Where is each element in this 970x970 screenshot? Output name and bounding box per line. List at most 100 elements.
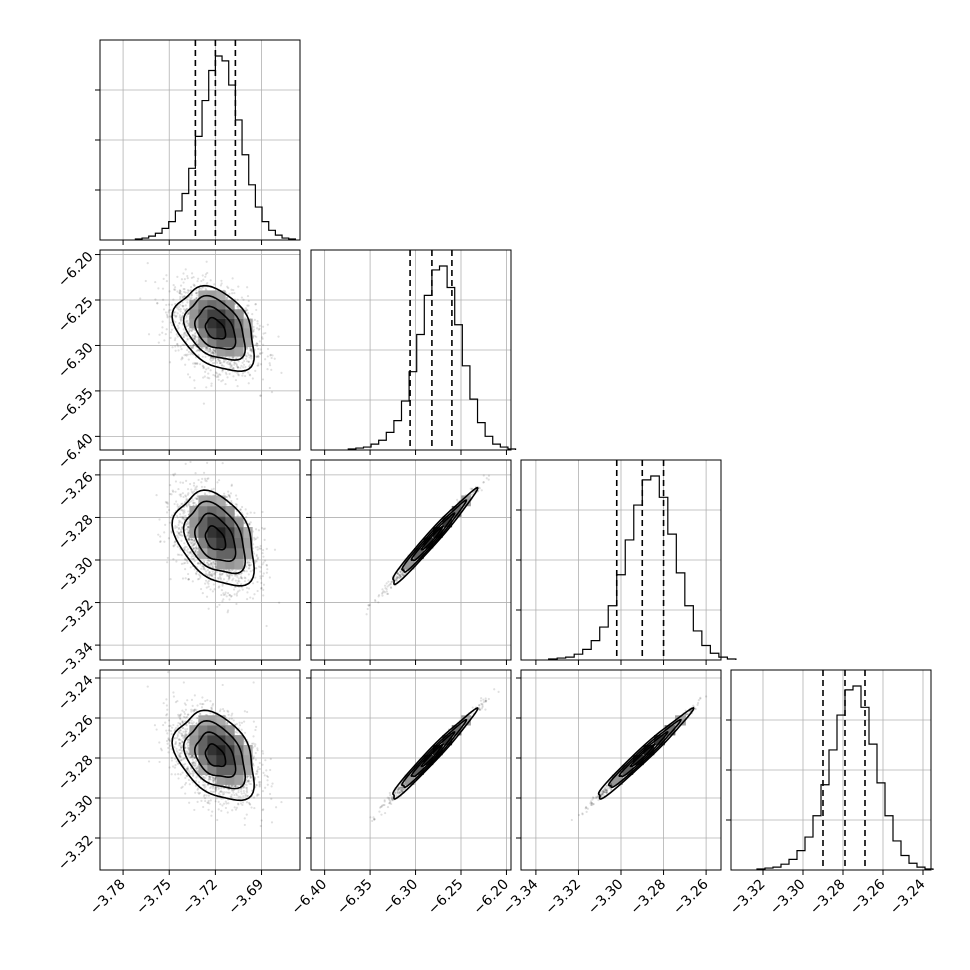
sample-point xyxy=(245,355,248,358)
sample-point xyxy=(248,522,251,525)
sample-point xyxy=(249,363,252,366)
sample-point xyxy=(192,721,195,724)
sample-point xyxy=(240,583,243,586)
sample-point xyxy=(244,307,248,310)
sample-point xyxy=(239,572,243,575)
sample-point xyxy=(212,350,216,353)
sample-point xyxy=(186,733,189,736)
sample-point xyxy=(181,771,184,774)
sample-point xyxy=(232,785,235,788)
density-cell xyxy=(243,548,253,559)
sample-point xyxy=(255,342,258,345)
sample-point xyxy=(184,321,188,324)
sample-point xyxy=(223,791,226,794)
sample-point xyxy=(398,576,401,579)
sample-point xyxy=(199,574,202,577)
sample-point xyxy=(232,588,236,591)
sample-point xyxy=(245,801,249,804)
sample-point xyxy=(169,484,172,487)
sample-point xyxy=(166,502,169,505)
sample-point xyxy=(181,740,184,743)
sample-point xyxy=(188,722,191,725)
sample-point xyxy=(255,355,258,358)
sample-point xyxy=(202,471,206,474)
sample-point xyxy=(181,304,184,307)
sample-point xyxy=(221,364,224,367)
sample-point xyxy=(216,374,220,377)
sample-point xyxy=(193,560,196,563)
sample-point xyxy=(246,794,250,797)
sample-point xyxy=(202,278,205,281)
sample-point xyxy=(177,532,180,535)
sample-point xyxy=(469,487,472,490)
sample-point xyxy=(261,790,265,793)
sample-point xyxy=(195,350,198,353)
sample-point xyxy=(399,575,403,578)
sample-point xyxy=(225,297,228,300)
sample-point xyxy=(253,796,256,799)
sample-point xyxy=(229,492,233,495)
sample-point xyxy=(261,574,265,578)
sample-point xyxy=(239,508,242,511)
sample-point xyxy=(167,738,170,741)
sample-point xyxy=(221,584,224,587)
sample-point xyxy=(195,767,198,770)
sample-point xyxy=(198,287,201,291)
sample-point xyxy=(193,756,196,759)
sample-point xyxy=(186,373,190,376)
sample-point xyxy=(270,797,273,800)
sample-point xyxy=(168,361,172,364)
sample-point xyxy=(172,723,175,727)
sample-point xyxy=(262,561,265,564)
sample-point xyxy=(227,788,230,791)
sample-point xyxy=(221,707,225,711)
sample-point xyxy=(178,533,181,537)
sample-point xyxy=(249,349,253,352)
sample-point xyxy=(214,776,217,780)
sample-point xyxy=(207,559,210,562)
contour-line xyxy=(193,512,237,563)
sample-point xyxy=(245,565,248,568)
sample-point xyxy=(225,361,228,364)
sample-point xyxy=(184,762,187,766)
sample-point xyxy=(168,738,171,741)
sample-point xyxy=(163,540,166,543)
sample-point xyxy=(246,347,249,350)
sample-point xyxy=(220,588,224,592)
sample-point xyxy=(184,545,187,548)
sample-point xyxy=(191,334,194,337)
sample-point xyxy=(192,276,195,279)
sample-point xyxy=(194,791,197,794)
sample-point xyxy=(398,573,401,576)
sample-point xyxy=(191,704,194,707)
sample-point xyxy=(194,336,197,339)
sample-point xyxy=(184,781,188,785)
sample-point xyxy=(186,741,190,744)
sample-point xyxy=(487,474,491,477)
sample-point xyxy=(166,501,169,504)
sample-point xyxy=(266,368,269,371)
sample-point xyxy=(183,542,186,545)
sample-point xyxy=(209,573,212,576)
sample-point xyxy=(196,342,199,346)
sample-point xyxy=(220,593,223,597)
sample-point xyxy=(232,789,235,792)
x-tick-label: −3.30 xyxy=(767,876,809,918)
sample-point xyxy=(225,503,228,506)
sample-point xyxy=(183,715,186,718)
sample-point xyxy=(187,329,191,333)
sample-point xyxy=(185,307,188,311)
sample-point xyxy=(175,244,177,246)
sample-point xyxy=(221,804,224,807)
sample-point xyxy=(254,528,258,531)
sample-point xyxy=(212,353,215,356)
sample-point xyxy=(231,367,234,370)
density-cell xyxy=(414,548,424,559)
sample-point xyxy=(205,368,208,371)
sample-point xyxy=(202,346,205,349)
sample-point xyxy=(181,356,184,359)
sample-point xyxy=(183,332,187,335)
sample-point xyxy=(249,596,252,599)
sample-point xyxy=(208,491,211,494)
sample-point xyxy=(181,732,184,736)
